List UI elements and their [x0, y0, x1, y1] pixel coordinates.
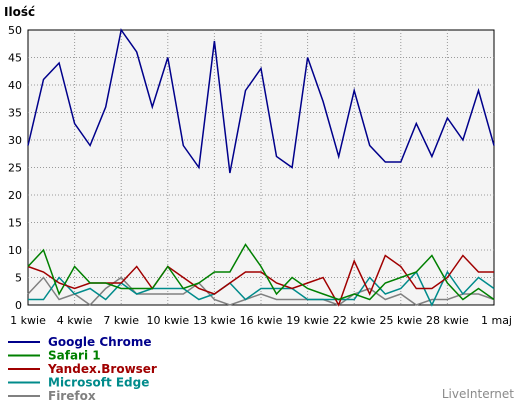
x-tick-label: 4 kwie	[57, 314, 93, 327]
y-axis-ticks: 0 5 10 15 20 25 30 35 40 45 50	[8, 24, 22, 312]
legend-label: Microsoft Edge	[48, 376, 149, 390]
brand-label: LiveInternet	[442, 387, 514, 401]
y-tick-label: 0	[15, 299, 22, 312]
series-line-google-chrome	[27, 28, 495, 174]
y-tick-label: 50	[8, 24, 22, 37]
legend-label: Yandex.Browser	[47, 362, 157, 376]
x-axis-ticks: 1 kwie 4 kwie 7 kwie 10 kwie 13 kwie 16 kwie 1…	[10, 314, 512, 327]
x-tick-label: 1 maj	[481, 314, 512, 327]
x-tick-label: 28 kwie	[426, 314, 469, 327]
gridlines	[28, 30, 494, 305]
x-tick-label: 10 kwie	[146, 314, 189, 327]
series-line-safari-1	[27, 243, 495, 301]
series-lines	[27, 28, 495, 307]
y-tick-label: 30	[8, 134, 22, 147]
x-tick-label: 7 kwie	[103, 314, 139, 327]
series-line-firefox	[27, 276, 495, 306]
y-tick-label: 35	[8, 107, 22, 120]
legend-label: Firefox	[48, 389, 96, 403]
y-tick-label: 40	[8, 79, 22, 92]
y-tick-label: 10	[8, 244, 22, 257]
y-tick-label: 25	[8, 162, 22, 175]
legend-label: Google Chrome	[48, 335, 152, 349]
x-tick-label: 16 kwie	[240, 314, 283, 327]
y-tick-label: 45	[8, 52, 22, 65]
x-tick-label: 22 kwie	[333, 314, 376, 327]
y-tick-label: 20	[8, 189, 22, 202]
y-tick-label: 5	[15, 272, 22, 285]
y-tick-label: 15	[8, 217, 22, 230]
legend-label: Safari 1	[48, 349, 101, 363]
x-tick-label: 1 kwie	[10, 314, 46, 327]
x-tick-label: 13 kwie	[193, 314, 236, 327]
x-tick-label: 19 kwie	[286, 314, 329, 327]
y-axis-title: Ilość	[4, 5, 35, 19]
x-tick-label: 25 kwie	[379, 314, 422, 327]
